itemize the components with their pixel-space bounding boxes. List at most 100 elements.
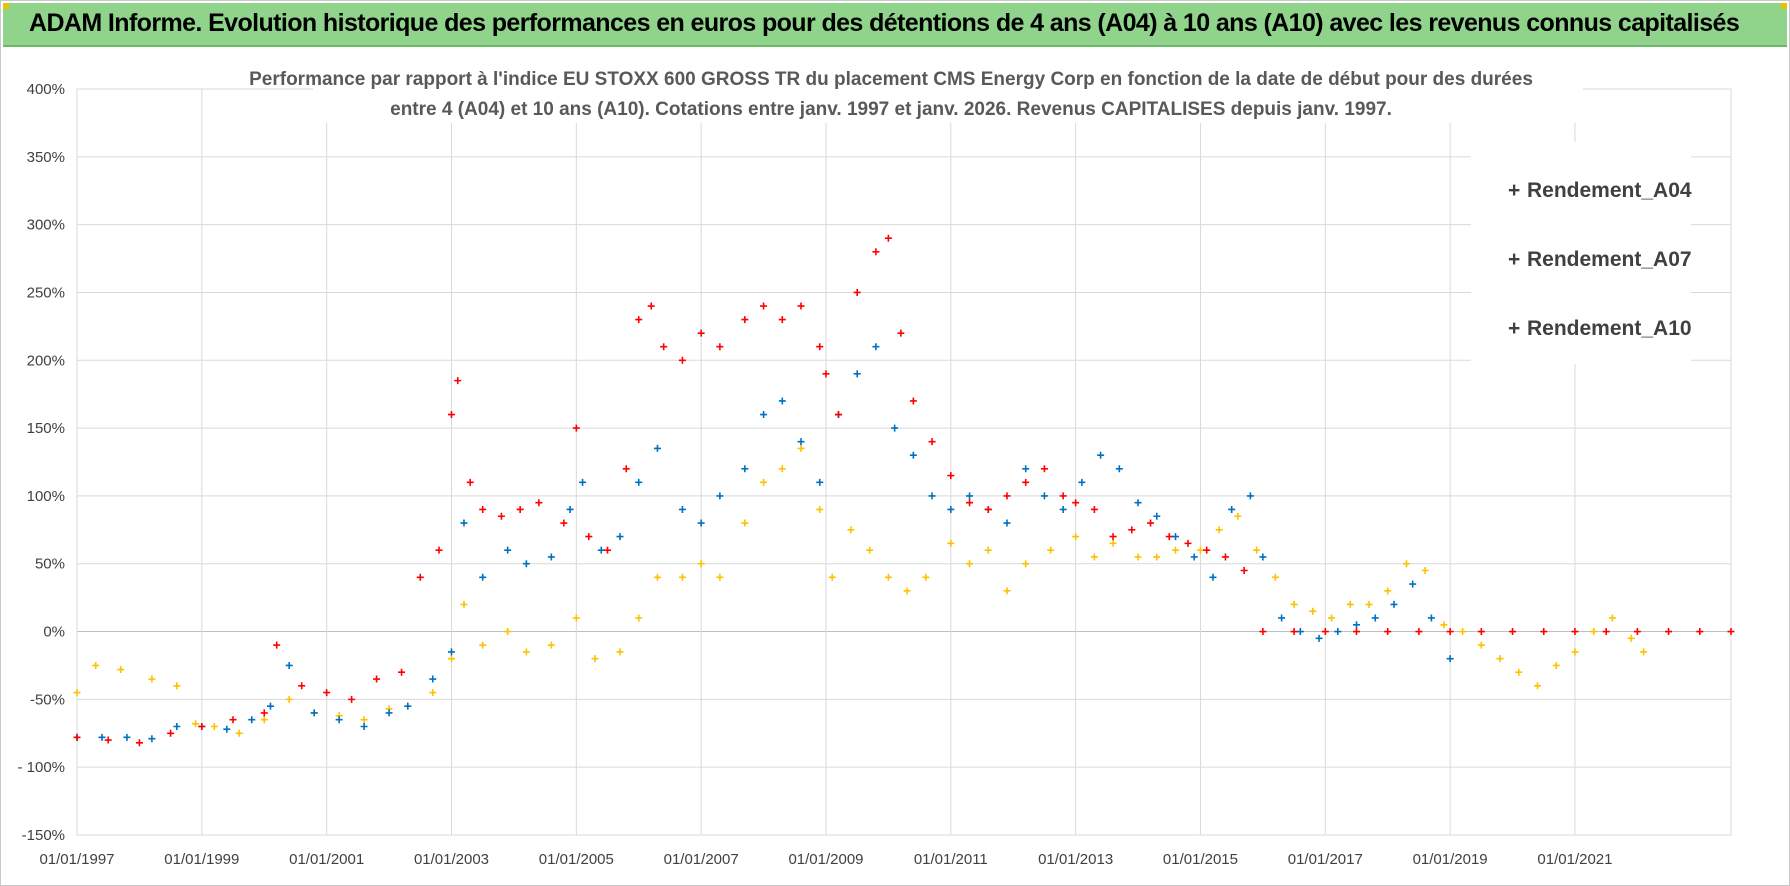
data-point	[947, 505, 955, 513]
data-point	[167, 729, 175, 737]
data-point	[897, 329, 905, 337]
gridlines	[76, 88, 1732, 836]
data-point	[816, 478, 824, 486]
data-point	[797, 302, 805, 310]
data-point	[1384, 628, 1392, 636]
data-point	[260, 716, 268, 724]
chart-title-line-2: entre 4 (A04) et 10 ans (A10). Cotations…	[390, 99, 1392, 120]
data-point	[460, 600, 468, 608]
x-tick-label: 01/01/1997	[39, 851, 114, 868]
data-point	[1022, 465, 1030, 473]
data-point	[123, 733, 131, 741]
y-tick-label: 300%	[27, 217, 65, 234]
data-point	[1371, 614, 1379, 622]
data-point	[1402, 560, 1410, 568]
data-point	[884, 234, 892, 242]
data-point	[909, 451, 917, 459]
data-point	[635, 478, 643, 486]
data-point	[1003, 519, 1011, 527]
data-point	[173, 682, 181, 690]
data-point	[1253, 546, 1261, 554]
data-point	[535, 499, 543, 507]
data-point	[497, 512, 505, 520]
x-tick-label: 01/01/2009	[788, 851, 863, 868]
data-point	[660, 343, 668, 351]
data-series	[73, 234, 1735, 747]
y-tick-label: 250%	[27, 284, 65, 301]
data-point	[1215, 526, 1223, 534]
data-point	[479, 505, 487, 513]
x-tick-label: 01/01/2005	[539, 851, 614, 868]
data-point	[1172, 533, 1180, 541]
data-point	[853, 370, 861, 378]
data-point	[547, 553, 555, 561]
data-point	[872, 343, 880, 351]
data-point	[778, 397, 786, 405]
x-tick-label: 01/01/2019	[1413, 851, 1488, 868]
data-point	[1446, 655, 1454, 663]
data-point	[1190, 553, 1198, 561]
data-point	[1165, 533, 1173, 541]
data-point	[579, 478, 587, 486]
data-point	[1003, 492, 1011, 500]
data-point	[273, 641, 281, 649]
data-point	[797, 444, 805, 452]
chart-title-background	[313, 65, 1583, 123]
data-point	[1509, 628, 1517, 636]
data-point	[1552, 661, 1560, 669]
data-point	[635, 316, 643, 324]
data-point	[1571, 648, 1579, 656]
legend-marker-a10: +	[1508, 317, 1520, 340]
data-point	[173, 722, 181, 730]
data-point	[104, 736, 112, 744]
x-tick-label: 01/01/2021	[1537, 851, 1612, 868]
data-point	[697, 329, 705, 337]
data-point	[1022, 478, 1030, 486]
data-point	[678, 505, 686, 513]
data-point	[1477, 641, 1485, 649]
data-point	[198, 722, 206, 730]
data-point	[547, 641, 555, 649]
data-point	[117, 666, 125, 674]
data-point	[903, 587, 911, 595]
data-point	[1221, 553, 1229, 561]
data-point	[1209, 573, 1217, 581]
data-point	[622, 465, 630, 473]
data-point	[597, 546, 605, 554]
y-tick-label: -50%	[30, 691, 65, 708]
chart-title-line-1: Performance par rapport à l'indice EU ST…	[249, 69, 1533, 90]
data-point	[1328, 614, 1336, 622]
data-point	[635, 614, 643, 622]
data-point	[778, 465, 786, 473]
data-point	[678, 356, 686, 364]
data-point	[1665, 628, 1673, 636]
data-point	[1134, 553, 1142, 561]
data-point	[866, 546, 874, 554]
data-point	[447, 655, 455, 663]
y-axis-ticks: -150% - 100% -50% 0% 50% 100% 150% 200% 250% 300%…	[17, 81, 65, 844]
data-point	[760, 411, 768, 419]
data-point	[1090, 553, 1098, 561]
x-tick-label: 01/01/2017	[1288, 851, 1363, 868]
data-point	[678, 573, 686, 581]
data-point	[1353, 628, 1361, 636]
data-point	[872, 248, 880, 256]
data-point	[966, 560, 974, 568]
data-point	[298, 682, 306, 690]
data-point	[1003, 587, 1011, 595]
x-tick-label: 01/01/2013	[1038, 851, 1113, 868]
data-point	[1109, 539, 1117, 547]
data-point	[1228, 505, 1236, 513]
data-point	[1134, 499, 1142, 507]
data-point	[1072, 533, 1080, 541]
x-axis-ticks: 01/01/1997 01/01/1999 01/01/2001 01/01/2003…	[39, 851, 1612, 868]
data-point	[778, 316, 786, 324]
data-point	[416, 573, 424, 581]
data-point	[73, 733, 81, 741]
y-tick-label: -150%	[22, 827, 65, 844]
data-point	[1109, 533, 1117, 541]
data-point	[1515, 668, 1523, 676]
data-point	[1022, 560, 1030, 568]
data-point	[1240, 567, 1248, 575]
data-point	[741, 316, 749, 324]
